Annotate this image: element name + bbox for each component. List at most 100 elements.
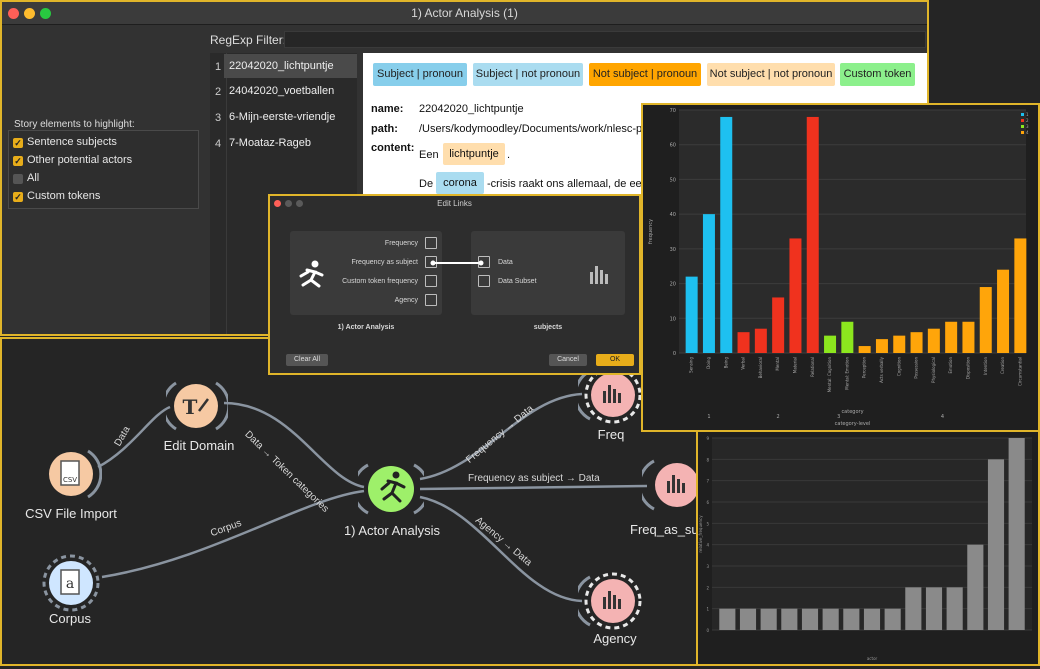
all-checkbox[interactable] xyxy=(13,174,23,184)
custom-tokens-label: Custom tokens xyxy=(27,190,101,202)
cancel-button[interactable]: Cancel xyxy=(549,354,587,366)
bar xyxy=(841,321,854,353)
bar xyxy=(806,116,819,353)
edit-domain-label: Edit Domain xyxy=(163,438,235,453)
svg-text:CSV: CSV xyxy=(63,476,77,484)
content-word: Een xyxy=(419,149,439,161)
corpus-node[interactable]: a xyxy=(40,553,102,613)
legend-swatch xyxy=(1021,113,1024,116)
output-custom-token-port[interactable] xyxy=(425,275,437,287)
content-word: De xyxy=(419,178,434,190)
legend-label: 3 xyxy=(1026,124,1029,129)
name-label: name: xyxy=(371,103,404,115)
plot-area xyxy=(712,438,1032,630)
link-actor-freq-as[interactable] xyxy=(419,484,648,491)
window-titlebar: 1) Actor Analysis (1) xyxy=(2,2,927,25)
document-item[interactable]: 6-Mijn-eerste-vriendje xyxy=(229,111,336,123)
actor-frequency-svg: 0 1 2 3 4 5 6 7 8 9 actor relative_frequency xyxy=(698,436,1032,661)
x-tick-label: Physiological xyxy=(931,357,936,383)
actor-icon xyxy=(299,260,324,288)
bar xyxy=(925,587,943,630)
y-tick-label: 0 xyxy=(706,628,709,633)
document-item[interactable]: 7-Moataz-Rageb xyxy=(229,137,311,149)
actor-frequency-chart: 0 1 2 3 4 5 6 7 8 9 actor relative_frequency xyxy=(696,430,1040,666)
bar xyxy=(685,276,698,353)
y-tick-label: 60 xyxy=(670,143,676,149)
agency-label: Agency xyxy=(593,631,637,646)
actor-analysis-label: 1) Actor Analysis xyxy=(343,523,441,538)
y-tick-label: 3 xyxy=(706,564,709,569)
output-widget-name: 1) Actor Analysis xyxy=(337,324,395,331)
dialog-close-button[interactable] xyxy=(274,200,281,207)
bar xyxy=(781,608,798,630)
y-axis-label: relative_frequency xyxy=(698,515,703,553)
y-tick-label: 70 xyxy=(670,108,676,114)
legend-label: 2 xyxy=(1026,118,1029,123)
token-lichtpuntje: lichtpuntje xyxy=(443,143,505,165)
x-tick-label: Cognition xyxy=(896,357,901,377)
legend-swatch xyxy=(1021,125,1024,128)
y-tick-label: 2 xyxy=(706,585,709,590)
x-tick-label: Perception xyxy=(862,357,867,379)
output-custom-token-label: Custom token frequency xyxy=(342,278,418,285)
other-actors-checkbox[interactable]: ✓ xyxy=(13,156,23,166)
x-tick-label: Disposition xyxy=(965,357,970,380)
x-tick-label: Mental: Cognition xyxy=(827,357,832,393)
output-freq-as-subject-label: Frequency as subject xyxy=(351,259,418,266)
content-text: -crisis raakt ons allemaal, de een w xyxy=(487,178,659,190)
document-number: 2 xyxy=(214,86,222,98)
edit-domain-node[interactable]: T xyxy=(166,377,228,435)
document-item[interactable]: 22042020_lichtpuntje xyxy=(229,60,334,72)
channel-link-line[interactable] xyxy=(430,259,484,267)
group-label: 4 xyxy=(941,414,944,420)
name-value: 22042020_lichtpuntje xyxy=(419,103,524,115)
agency-node[interactable] xyxy=(578,571,644,631)
content-word: . xyxy=(507,149,511,161)
freq-label: Freq xyxy=(597,427,625,442)
y-tick-label: 1 xyxy=(706,607,709,612)
document-item[interactable]: 24042020_voetballen xyxy=(229,85,335,97)
input-data-label: Data xyxy=(498,259,513,266)
document-number: 1 xyxy=(214,61,222,73)
input-widget-name: subjects xyxy=(533,324,563,331)
x-tick-label: Mental xyxy=(775,357,780,371)
y-tick-label: 20 xyxy=(670,282,676,288)
group-label: 1 xyxy=(707,414,710,420)
bar xyxy=(945,321,958,353)
output-frequency-port[interactable] xyxy=(425,237,437,249)
bar xyxy=(789,238,802,353)
zoom-window-button[interactable] xyxy=(40,8,51,19)
path-value: /Users/kodymoodley/Documents/work/nlesc-… xyxy=(419,123,661,135)
legend-label: 4 xyxy=(1026,130,1029,135)
close-window-button[interactable] xyxy=(8,8,19,19)
sentence-subjects-checkbox[interactable]: ✓ xyxy=(13,138,23,148)
link-edit-actor[interactable] xyxy=(223,401,365,489)
freq-node[interactable] xyxy=(578,365,644,425)
bar xyxy=(737,332,750,353)
svg-text:T: T xyxy=(183,395,198,419)
freq-as-subject-node[interactable] xyxy=(642,455,708,515)
bar xyxy=(858,346,871,353)
bar xyxy=(1014,238,1027,353)
input-data-subset-port[interactable] xyxy=(478,275,490,287)
bar xyxy=(905,587,922,630)
bar-chart-icon xyxy=(590,266,608,284)
ok-button[interactable]: OK xyxy=(596,354,634,366)
y-tick-label: 7 xyxy=(706,479,709,484)
regexp-filter-input[interactable] xyxy=(284,31,926,48)
link-csv-edit[interactable] xyxy=(97,405,171,469)
clear-all-button[interactable]: Clear All xyxy=(286,354,328,366)
input-data-subset-label: Data Subset xyxy=(498,278,537,285)
link-corpus-actor[interactable] xyxy=(101,489,365,579)
legend-swatch xyxy=(1021,119,1024,122)
output-agency-port[interactable] xyxy=(425,294,437,306)
actor-analysis-node[interactable] xyxy=(358,459,424,519)
link-actor-agency[interactable] xyxy=(419,495,583,603)
x-tick-label: Creation xyxy=(1000,357,1005,374)
x-tick-label: Intention xyxy=(983,357,988,375)
legend-not-subject-pronoun: Not subject | pronoun xyxy=(589,63,701,86)
csv-import-node[interactable]: CSV xyxy=(44,445,102,503)
custom-tokens-checkbox[interactable]: ✓ xyxy=(13,192,23,202)
minimize-window-button[interactable] xyxy=(24,8,35,19)
link-actor-freq[interactable] xyxy=(419,392,583,481)
